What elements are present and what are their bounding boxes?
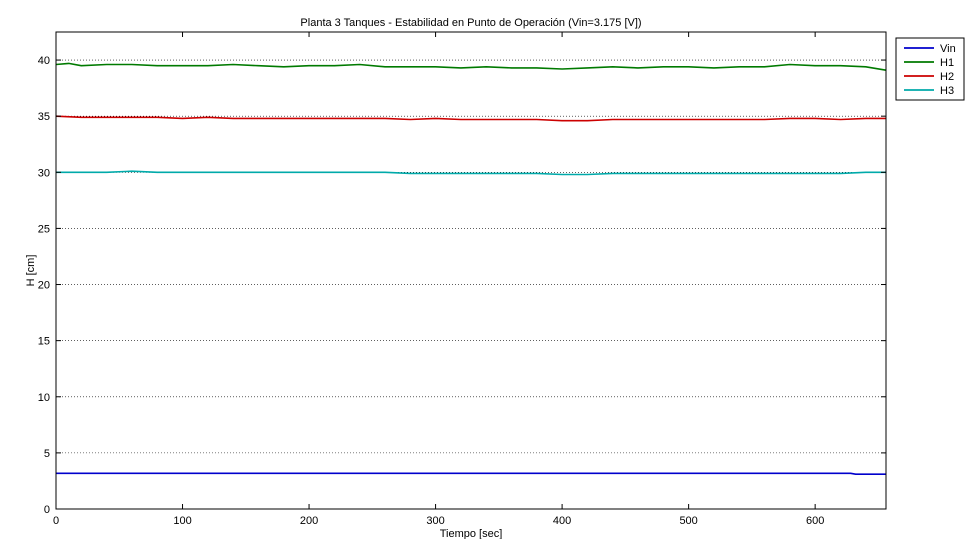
y-axis-label: H [cm] bbox=[25, 255, 37, 287]
series-line-h3 bbox=[56, 170, 886, 176]
legend: Vin H1 H2 H3 bbox=[895, 37, 965, 101]
series-line-h1 bbox=[55, 62, 887, 71]
series-line-vin bbox=[56, 472, 886, 476]
legend-label-h3: H3 bbox=[940, 85, 954, 97]
y-tick-label: 20 bbox=[38, 280, 50, 292]
y-tick-label: 5 bbox=[44, 448, 50, 460]
legend-label-h2: H2 bbox=[940, 71, 954, 83]
y-tick-label: 0 bbox=[44, 504, 50, 516]
y-tick-label: 10 bbox=[38, 392, 50, 404]
y-tick-label: 30 bbox=[38, 167, 50, 179]
x-tick-label: 0 bbox=[53, 515, 59, 527]
x-tick-label: 300 bbox=[426, 515, 444, 527]
y-tick-label: 15 bbox=[38, 336, 50, 348]
plot-frame bbox=[55, 31, 887, 510]
x-tick-label: 500 bbox=[679, 515, 697, 527]
plot-area bbox=[56, 32, 886, 509]
x-tick-label: 100 bbox=[173, 515, 191, 527]
axis-ticks: 0 100 200 300 400 500 600 0 5 10 15 20 25 30 35 40 bbox=[38, 32, 886, 527]
legend-label-h1: H1 bbox=[940, 57, 954, 69]
x-tick-label: 400 bbox=[553, 515, 571, 527]
series-line-h2 bbox=[55, 115, 886, 122]
x-axis-label: Tiempo [sec] bbox=[440, 528, 503, 539]
y-tick-label: 40 bbox=[38, 55, 50, 67]
chart-title: Planta 3 Tanques - Estabilidad en Punto … bbox=[300, 17, 641, 29]
series-group bbox=[55, 62, 887, 476]
x-tick-label: 600 bbox=[806, 515, 824, 527]
legend-label-vin: Vin bbox=[940, 43, 956, 55]
x-tick-label: 200 bbox=[300, 515, 318, 527]
y-tick-label: 35 bbox=[38, 111, 50, 123]
y-tick-label: 25 bbox=[38, 223, 50, 235]
